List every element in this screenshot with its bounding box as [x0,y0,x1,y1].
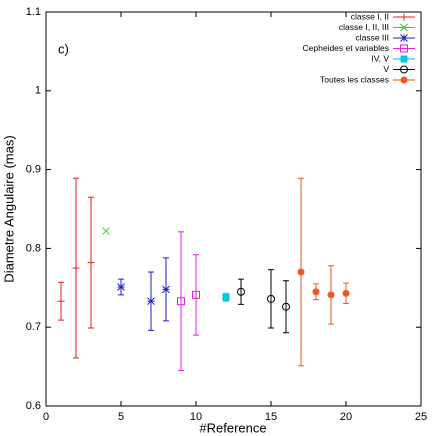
marker [342,289,350,297]
y-tick-label: 0.8 [26,242,41,254]
marker [400,44,408,53]
annotation: c) [58,41,69,56]
marker [400,23,408,32]
marker [400,34,408,42]
marker [177,297,185,306]
y-tick-label: 0.7 [26,321,41,333]
y-tick-label: 1.1 [26,6,41,18]
y-tick-label: 0.6 [26,400,41,412]
x-tick-label: 5 [118,411,124,423]
marker [87,259,95,267]
marker [72,264,80,272]
plot-frame [45,11,422,407]
legend-label: V [383,64,389,74]
legend-label: classe I, II, III [339,22,389,32]
marker [312,288,320,296]
y-tick-label: 1 [35,85,41,97]
x-tick-label: 0 [43,411,49,423]
x-tick-label: 25 [415,411,427,423]
legend-label: Cepheides et variables [303,43,389,53]
y-axis-label: Diametre Angulaire (mas) [1,135,16,282]
legend-label: classe III [355,32,389,42]
marker [297,268,305,276]
marker [400,13,408,21]
marker [162,285,170,294]
x-tick-label: 10 [190,411,202,423]
marker [282,302,290,311]
marker [400,55,408,63]
marker [117,283,125,291]
x-tick-label: 15 [265,411,277,423]
marker [267,294,275,303]
marker [327,291,335,299]
legend-label: IV, V [371,53,389,63]
legend-label: Toutes les classes [320,74,389,84]
marker [237,287,245,296]
x-tick-label: 20 [340,411,352,423]
x-axis-label: #Reference [199,420,266,435]
marker [400,65,408,74]
marker [192,290,200,299]
legend-label: classe I, II [351,11,389,21]
y-tick-label: 0.9 [26,164,41,176]
marker [57,297,65,305]
marker [222,293,230,301]
marker [400,76,408,84]
marker [102,227,110,235]
marker [147,297,155,306]
